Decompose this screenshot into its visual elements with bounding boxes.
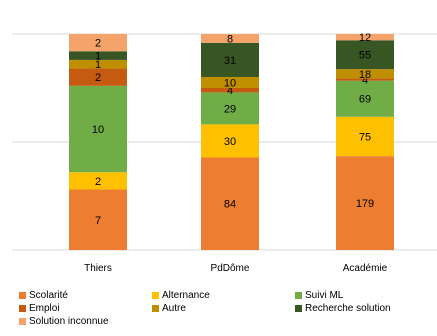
legend-swatch [19,292,26,299]
data-label-0-3: 2 [95,72,101,84]
bar-segment-1-0 [201,157,259,250]
bar-segment-1-6 [201,34,259,43]
bar-segment-2-6 [336,34,394,41]
data-label-1-1: 30 [224,136,236,148]
bar-segment-0-0 [69,189,127,250]
bar-segment-0-3 [69,68,127,86]
data-label-1-4: 10 [224,77,236,89]
data-label-2-5: 55 [359,50,371,62]
bar-segment-1-5 [201,42,259,77]
bar-segment-0-5 [69,51,127,60]
data-label-2-1: 75 [359,131,371,143]
data-label-2-3: 4 [362,75,368,87]
bar-segment-0-1 [69,172,127,190]
legend-swatch [295,292,302,299]
bar-segment-0-4 [69,59,127,69]
data-label-1-5: 31 [224,55,236,67]
data-label-1-3: 4 [227,85,233,97]
data-label-0-2: 10 [92,124,104,136]
bar-segment-2-2 [336,80,394,117]
bar-segment-1-3 [201,88,259,93]
category-label-2: Académie [343,263,388,274]
data-label-0-1: 2 [95,176,101,188]
legend-item-6: Solution inconnue [19,315,152,328]
legend-item-0: Scolarité [19,289,152,302]
data-label-0-5: 1 [95,51,101,63]
legend-swatch [152,305,159,312]
bar-segment-1-1 [201,124,259,158]
bar-segment-2-0 [336,156,394,250]
bar-segment-2-5 [336,40,394,70]
legend-label: Suivi ML [305,290,344,301]
bar-segment-1-2 [201,92,259,125]
bar-segment-2-3 [336,78,394,81]
legend-label: Emploi [29,303,60,314]
legend-swatch [19,318,26,325]
data-label-0-6: 2 [95,38,101,50]
category-label-0: Thiers [84,263,112,274]
legend-item-2: Suivi ML [295,289,437,302]
legend-item-1: Alternance [152,289,295,302]
legend-swatch [19,305,26,312]
data-label-0-0: 7 [95,215,101,227]
category-label-1: PdDôme [211,263,250,274]
data-label-2-2: 69 [359,94,371,106]
legend-label: Alternance [162,290,210,301]
legend: Scolarité Alternance Suivi ML Emploi Autre Re… [19,289,437,328]
bar-segment-2-1 [336,116,394,157]
data-label-2-4: 18 [359,69,371,81]
bar-segment-1-4 [201,76,259,88]
data-label-1-0: 84 [224,199,236,211]
legend-item-3: Emploi [19,302,152,315]
data-label-2-6: 12 [359,32,371,44]
data-label-0-4: 1 [95,59,101,71]
data-label-2-0: 179 [356,198,374,210]
legend-label: Solution inconnue [29,316,109,327]
data-label-1-6: 8 [227,33,233,45]
bar-segment-2-4 [336,69,394,79]
bar-segment-0-2 [69,85,127,173]
data-label-1-2: 29 [224,103,236,115]
bar-segment-0-6 [69,34,127,52]
legend-label: Autre [162,303,186,314]
legend-item-4: Autre [152,302,295,315]
legend-label: Scolarité [29,290,68,301]
legend-label: Recherche solution [305,303,391,314]
legend-swatch [295,305,302,312]
legend-swatch [152,292,159,299]
legend-item-5: Recherche solution [295,302,437,315]
